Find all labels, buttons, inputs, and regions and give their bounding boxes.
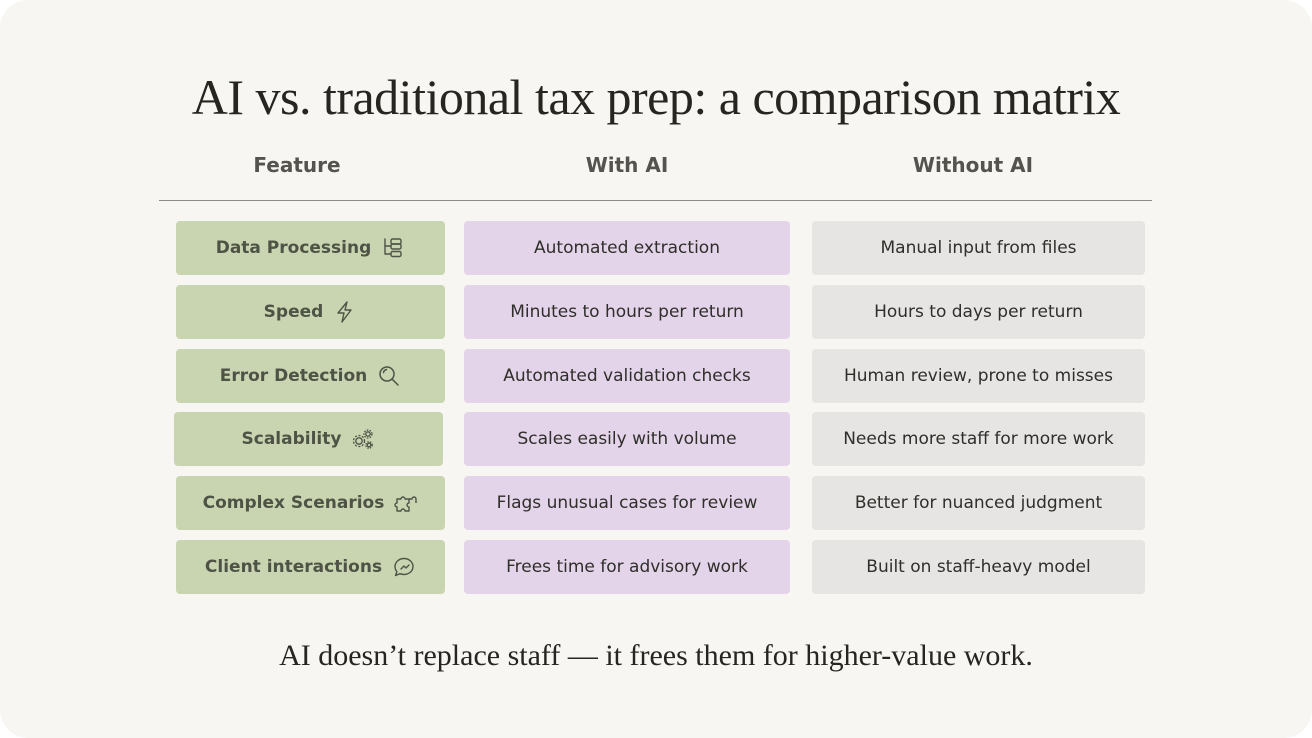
puzzle-icon <box>394 491 418 515</box>
feature-label: Error Detection <box>219 366 368 386</box>
without-ai-cell: Hours to days per return <box>812 285 1145 339</box>
feature-label: Complex Scenarios <box>202 493 385 513</box>
footer-caption: AI doesn’t replace staff — it frees them… <box>279 639 1033 672</box>
with-ai-cell: Automated extraction <box>464 221 790 275</box>
chat-bubble-icon <box>392 555 416 579</box>
feature-cell: Data Processing <box>176 221 445 275</box>
column-header-with-ai: With AI <box>585 153 669 177</box>
without-ai-cell: Manual input from files <box>812 221 1145 275</box>
with-ai-cell: Scales easily with volume <box>464 412 790 466</box>
with-ai-cell: Frees time for advisory work <box>464 540 790 594</box>
feature-label: Client interactions <box>204 557 383 577</box>
column-header-feature: Feature <box>253 153 341 177</box>
with-ai-cell: Minutes to hours per return <box>464 285 790 339</box>
without-ai-cell: Human review, prone to misses <box>812 349 1145 403</box>
without-ai-cell: Built on staff-heavy model <box>812 540 1145 594</box>
column-header-without-ai: Without AI <box>912 153 1034 177</box>
feature-label: Data Processing <box>215 238 372 258</box>
feature-label: Scalability <box>241 429 342 449</box>
feature-cell: Client interactions <box>176 540 445 594</box>
feature-cell: Speed <box>176 285 445 339</box>
feature-cell: Complex Scenarios <box>176 476 445 530</box>
magnifier-icon <box>377 364 401 388</box>
without-ai-cell: Better for nuanced judgment <box>812 476 1145 530</box>
gears-icon <box>351 427 375 451</box>
feature-cell: Error Detection <box>176 349 445 403</box>
lightning-icon <box>333 300 357 324</box>
flowchart-icon <box>381 236 405 260</box>
feature-label: Speed <box>263 302 324 322</box>
with-ai-cell: Flags unusual cases for review <box>464 476 790 530</box>
header-divider <box>159 200 1152 201</box>
page-title: AI vs. traditional tax prep: a compariso… <box>191 69 1121 125</box>
with-ai-cell: Automated validation checks <box>464 349 790 403</box>
without-ai-cell: Needs more staff for more work <box>812 412 1145 466</box>
feature-cell: Scalability <box>174 412 443 466</box>
